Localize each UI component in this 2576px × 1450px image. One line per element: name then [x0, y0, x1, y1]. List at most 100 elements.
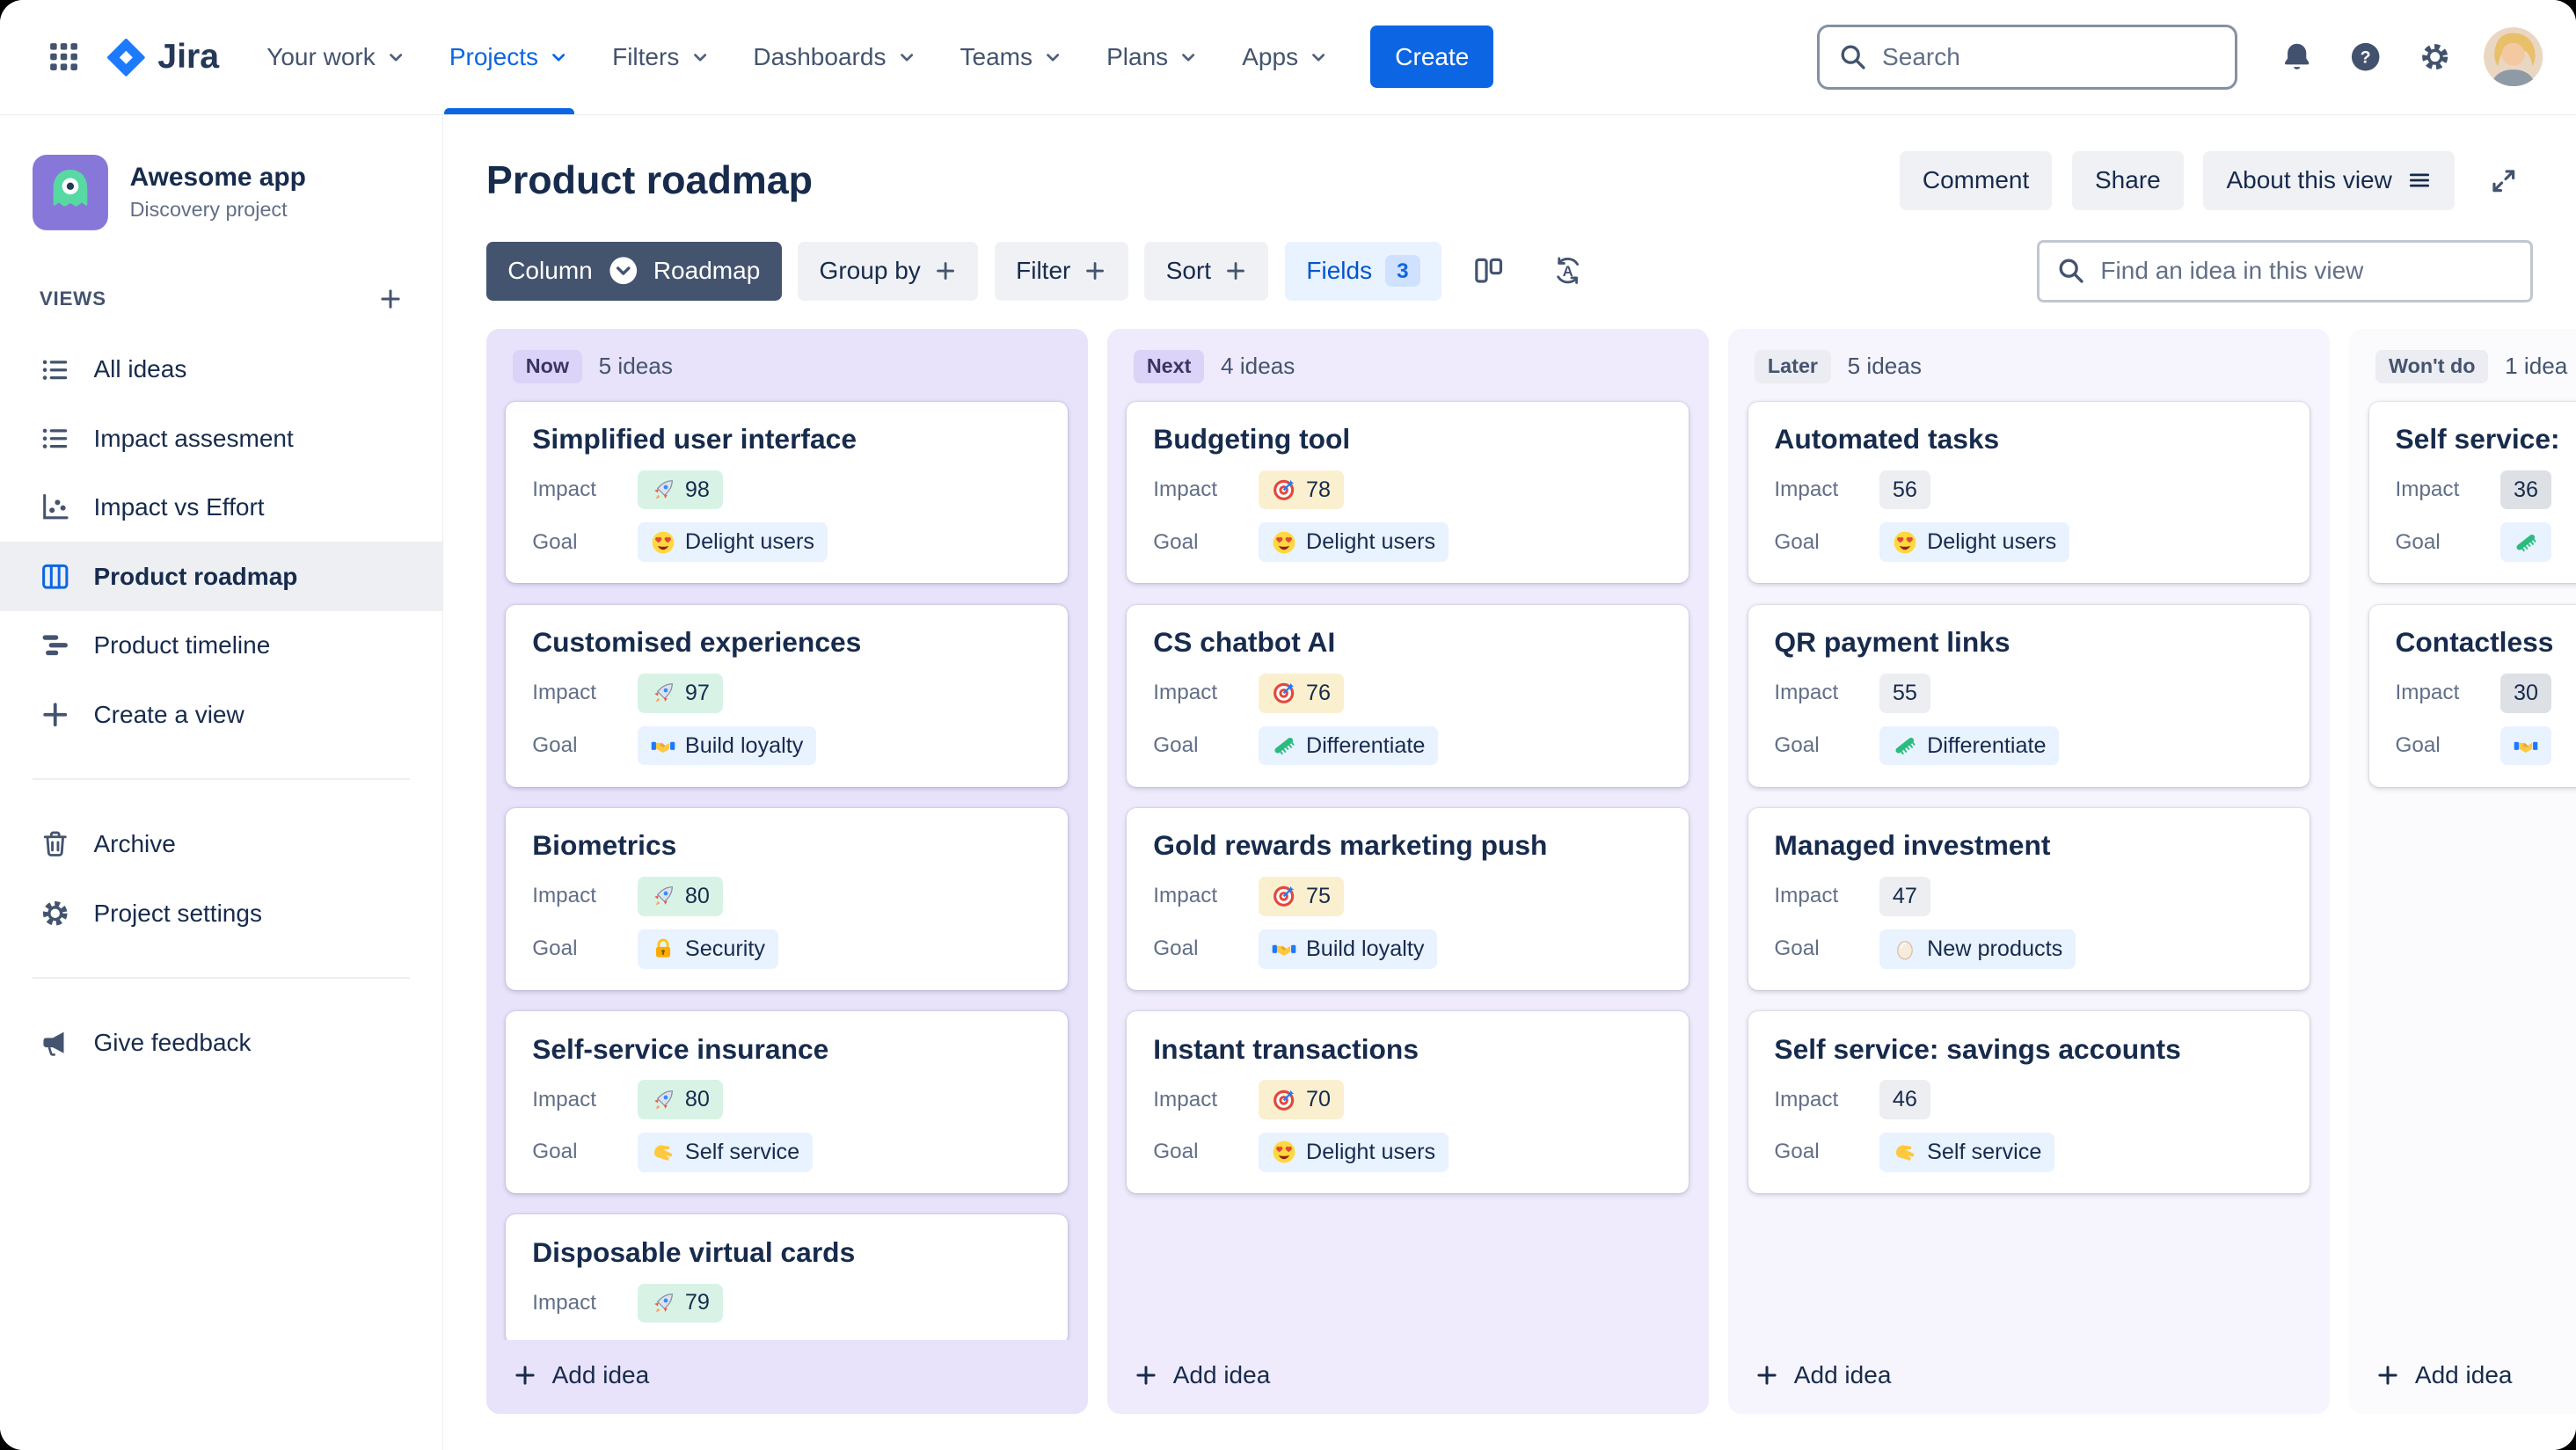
plus-icon	[40, 699, 70, 730]
goal-label: Goal	[1774, 936, 1820, 961]
sidebar-item-archive[interactable]: Archive	[0, 810, 442, 878]
goal-value: Build loyalty	[684, 732, 804, 758]
global-search-input[interactable]	[1882, 42, 2217, 71]
add-view-button[interactable]	[367, 276, 412, 322]
share-button[interactable]: Share	[2071, 150, 2184, 211]
sidebar-item-all-ideas[interactable]: All ideas	[0, 335, 442, 404]
sort-chip[interactable]: Sort	[1144, 241, 1269, 301]
jira-logo[interactable]: Jira	[106, 37, 220, 78]
user-avatar[interactable]	[2484, 27, 2543, 87]
sidebar-item-product-timeline[interactable]: Product timeline	[0, 611, 442, 680]
nav-item-dashboards[interactable]: Dashboards	[732, 0, 938, 114]
filter-chip[interactable]: Filter	[994, 241, 1128, 301]
jira-logo-icon	[106, 37, 147, 78]
goal-value: Build loyalty	[1306, 936, 1425, 961]
impact-label: Impact	[1774, 1087, 1839, 1111]
idea-card[interactable]: QR payment links Impact 55 Goal Differentiat…	[1748, 604, 2310, 787]
idea-card[interactable]: Simplified user interface Impact 98 Goal Del…	[506, 401, 1069, 584]
auto-sort-button[interactable]: A	[1536, 242, 1599, 301]
idea-card[interactable]: Automated tasks Impact 56 Goal Delight users	[1748, 401, 2310, 584]
global-search[interactable]	[1817, 24, 2238, 91]
nav-item-your-work[interactable]: Your work	[245, 0, 428, 114]
impact-badge: 30	[2500, 673, 2551, 713]
goal-badge: Differentiate	[1258, 725, 1439, 766]
sidebar-item-create-a-view[interactable]: Create a view	[0, 680, 442, 748]
add-idea-button[interactable]: Add idea	[496, 1347, 1077, 1405]
create-button[interactable]: Create	[1370, 26, 1494, 89]
idea-card[interactable]: Contactless Impact 30 Goal	[2368, 604, 2576, 787]
group-by-chip[interactable]: Group by	[798, 241, 979, 301]
help-button[interactable]: ?	[2336, 27, 2395, 86]
chip-label: Group by	[819, 257, 921, 285]
sidebar-divider	[33, 977, 410, 980]
sidebar-item-impact-vs-effort[interactable]: Impact vs Effort	[0, 473, 442, 542]
call-me-icon	[1893, 1140, 1917, 1164]
comment-button[interactable]: Comment	[1899, 150, 2053, 211]
auto-sort-icon: A	[1551, 254, 1584, 287]
idea-card[interactable]: CS chatbot AI Impact 76 Goal Differentiate	[1127, 604, 1689, 787]
impact-label: Impact	[1153, 884, 1218, 908]
project-name: Awesome app	[129, 163, 306, 193]
column-display-control[interactable]: Column Roadmap	[485, 241, 782, 301]
give-feedback-label: Give feedback	[93, 1029, 252, 1057]
find-idea-input[interactable]	[2100, 257, 2514, 286]
plus-icon	[1755, 1363, 1779, 1388]
goal-badge: New products	[1879, 929, 2076, 969]
status-badge: Now	[512, 349, 582, 383]
idea-card[interactable]: Self service: savings accounts Impact 46 Go…	[1748, 1011, 2310, 1194]
idea-card[interactable]: Managed investment Impact 47 Goal New produc…	[1748, 808, 2310, 990]
sidebar-footer-list: Archive Project settings	[0, 810, 442, 948]
idea-card[interactable]: Budgeting tool Impact 78 Goal Delight users	[1127, 401, 1689, 584]
goal-badge: Delight users	[1258, 522, 1449, 563]
idea-card[interactable]: Customised experiences Impact 97 Goal Build …	[506, 604, 1069, 787]
goal-badge: Self service	[637, 1133, 814, 1172]
sidebar-item-product-roadmap[interactable]: Product roadmap	[0, 542, 443, 611]
nav-item-teams[interactable]: Teams	[938, 0, 1085, 114]
app-switcher-button[interactable]	[36, 29, 92, 85]
fields-chip[interactable]: Fields 3	[1285, 241, 1441, 301]
impact-row: Impact 97	[532, 673, 1041, 713]
impact-badge: 75	[1258, 877, 1344, 916]
goal-row: Goal Delight users	[1153, 1133, 1662, 1172]
add-idea-button[interactable]: Add idea	[2359, 1347, 2576, 1405]
idea-card[interactable]: Self service: Impact 36 Goal	[2368, 401, 2576, 584]
idea-card-title: Biometrics	[532, 829, 677, 862]
column-cards-list: Self service: Impact 36 Goal Contactless Impa…	[2349, 398, 2576, 1340]
sidebar-item-label: Impact vs Effort	[93, 493, 265, 521]
notifications-button[interactable]	[2267, 27, 2326, 86]
settings-button[interactable]	[2405, 27, 2464, 86]
add-idea-button[interactable]: Add idea	[1738, 1347, 2319, 1405]
goal-row: Goal Delight users	[1153, 522, 1662, 563]
impact-row: Impact 76	[1153, 673, 1662, 713]
nav-item-projects[interactable]: Projects	[428, 0, 591, 115]
idea-card[interactable]: Gold rewards marketing push Impact 75 Goal B…	[1127, 808, 1689, 990]
board-settings-button[interactable]	[1458, 242, 1521, 301]
give-feedback-button[interactable]: Give feedback	[0, 1009, 442, 1077]
idea-card[interactable]: Self-service insurance Impact 80 Goal Self s…	[506, 1011, 1069, 1194]
column-count: 5 ideas	[1847, 353, 1922, 380]
sidebar-item-impact-assesment[interactable]: Impact assesment	[0, 404, 442, 472]
nav-item-apps[interactable]: Apps	[1221, 0, 1351, 114]
impact-label: Impact	[532, 1087, 597, 1111]
page-title: Product roadmap	[485, 157, 814, 203]
idea-card[interactable]: Instant transactions Impact 70 Goal Delight …	[1127, 1011, 1689, 1194]
rocket-icon	[651, 681, 675, 705]
find-idea-search[interactable]	[2037, 239, 2534, 302]
idea-card[interactable]: Disposable virtual cards Impact 79	[506, 1214, 1069, 1341]
idea-card-title: Gold rewards marketing push	[1153, 829, 1548, 862]
nav-item-label: Filters	[612, 42, 680, 70]
nav-item-plans[interactable]: Plans	[1085, 0, 1221, 114]
fullscreen-button[interactable]	[2474, 151, 2533, 210]
sidebar-item-label: Archive	[93, 830, 176, 858]
about-this-view-button[interactable]: About this view	[2203, 150, 2455, 211]
idea-card[interactable]: Biometrics Impact 80 Goal Security	[506, 808, 1069, 990]
add-idea-button[interactable]: Add idea	[1117, 1347, 1698, 1405]
nav-item-filters[interactable]: Filters	[591, 0, 732, 114]
goal-row: Goal New products	[1774, 929, 2283, 969]
impact-badge: 98	[637, 470, 723, 510]
goal-label: Goal	[2395, 529, 2441, 554]
jira-logo-text: Jira	[157, 37, 220, 77]
sidebar-item-project-settings[interactable]: Project settings	[0, 878, 442, 947]
column-cards-list: Simplified user interface Impact 98 Goal Del…	[486, 398, 1088, 1341]
goal-row: Goal Self service	[1774, 1133, 2283, 1172]
